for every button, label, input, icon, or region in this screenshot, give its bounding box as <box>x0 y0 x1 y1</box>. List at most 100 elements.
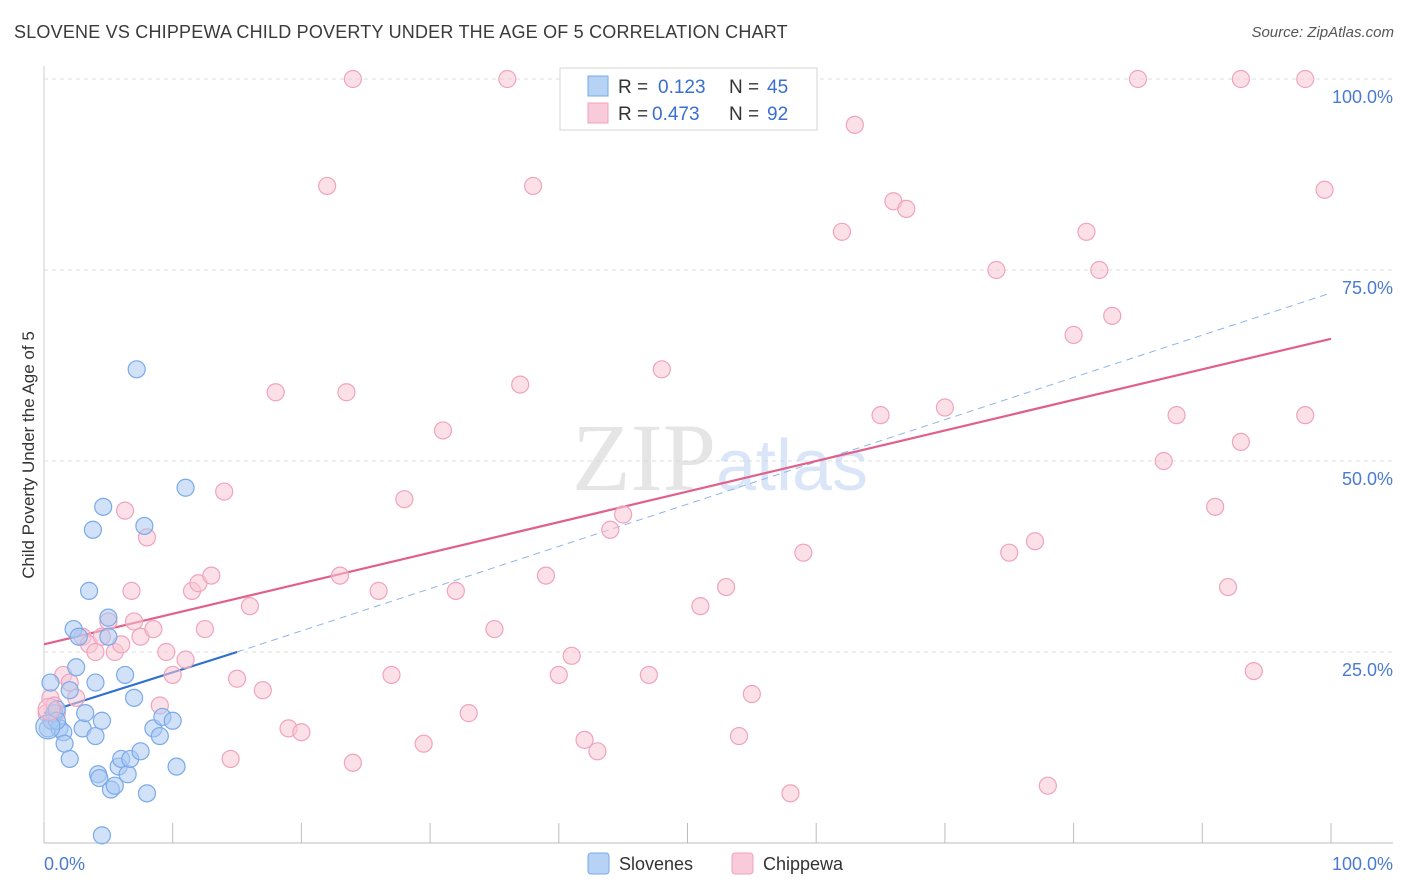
point-chippewa <box>1154 451 1173 471</box>
point-chippewa <box>1218 577 1238 597</box>
point-chippewa <box>575 730 594 749</box>
legend-n-label-slovenes: N = <box>729 77 759 98</box>
point-chippewa <box>266 383 285 402</box>
point-chippewa <box>845 115 864 134</box>
point-chippewa <box>176 650 195 669</box>
point-chippewa <box>343 69 362 89</box>
point-chippewa <box>1128 69 1148 89</box>
point-slovenes <box>86 673 105 692</box>
point-slovenes <box>94 497 113 516</box>
point-chippewa <box>1064 325 1083 345</box>
point-slovenes <box>92 711 112 730</box>
y-tick-label: 75.0% <box>1342 278 1393 298</box>
point-chippewa <box>1315 180 1334 199</box>
point-slovenes <box>163 711 182 730</box>
point-slovenes <box>69 627 88 646</box>
bottom-legend-swatch-slovenes <box>587 852 610 875</box>
legend-r-value-chippewa: 0.473 <box>652 104 700 125</box>
legend-n-label-chippewa: N = <box>729 104 759 125</box>
point-chippewa <box>614 505 633 524</box>
point-slovenes <box>118 765 137 784</box>
point-slovenes <box>127 360 146 379</box>
point-chippewa <box>292 723 311 742</box>
point-chippewa <box>897 199 916 218</box>
point-chippewa <box>253 681 272 700</box>
bottom-legend-label-slovenes: Slovenes <box>619 854 693 874</box>
point-chippewa <box>987 260 1006 280</box>
point-chippewa <box>729 726 749 746</box>
point-chippewa <box>781 784 800 803</box>
source-text: Source: ZipAtlas.com <box>1251 24 1394 41</box>
point-chippewa <box>446 581 465 600</box>
y-tick-label: 50.0% <box>1342 469 1393 489</box>
point-chippewa <box>37 697 61 721</box>
point-chippewa <box>871 406 890 425</box>
point-slovenes <box>124 688 144 707</box>
point-chippewa <box>498 69 517 89</box>
point-slovenes <box>99 608 118 627</box>
point-chippewa <box>144 619 163 639</box>
point-slovenes <box>92 826 112 845</box>
bottom-legend: Slovenes Chippewa <box>587 852 844 875</box>
legend-r-label-slovenes: R = <box>618 77 648 98</box>
data-points <box>35 69 1334 845</box>
point-chippewa <box>414 734 433 753</box>
point-chippewa <box>157 642 176 662</box>
chart-title: SLOVENE VS CHIPPEWA CHILD POVERTY UNDER … <box>14 22 788 42</box>
y-axis-title: Child Poverty Under the Age of 5 <box>19 331 38 579</box>
watermark: ZIPatlas <box>572 404 868 511</box>
point-chippewa <box>1244 661 1263 681</box>
point-chippewa <box>1296 69 1315 89</box>
point-chippewa <box>459 704 478 723</box>
point-chippewa <box>549 665 568 685</box>
point-slovenes <box>60 749 79 769</box>
point-slovenes <box>79 581 99 600</box>
point-chippewa <box>794 543 813 562</box>
point-chippewa <box>485 619 504 639</box>
point-slovenes <box>99 627 118 646</box>
point-chippewa <box>115 501 135 520</box>
point-chippewa <box>202 566 221 585</box>
point-chippewa <box>330 566 350 585</box>
point-slovenes <box>55 734 74 753</box>
point-chippewa <box>215 482 234 501</box>
point-chippewa <box>691 597 710 616</box>
point-chippewa <box>195 619 214 639</box>
point-chippewa <box>652 360 671 379</box>
point-chippewa <box>163 665 182 685</box>
point-slovenes <box>67 658 86 677</box>
bottom-legend-label-chippewa: Chippewa <box>763 854 844 874</box>
point-chippewa <box>318 176 337 196</box>
legend-swatch-chippewa <box>587 102 609 124</box>
point-slovenes <box>115 665 135 685</box>
trend-line-chippewa <box>43 337 1332 646</box>
point-slovenes <box>86 726 105 746</box>
point-chippewa <box>433 421 453 440</box>
point-chippewa <box>742 684 761 704</box>
point-slovenes <box>131 742 150 761</box>
point-chippewa <box>1090 260 1109 280</box>
point-chippewa <box>511 375 530 394</box>
legend-r-label-chippewa: R = <box>618 104 648 125</box>
point-chippewa <box>122 581 141 600</box>
point-chippewa <box>1296 406 1315 425</box>
point-chippewa <box>523 176 543 196</box>
point-chippewa <box>221 749 240 769</box>
point-slovenes <box>41 673 60 692</box>
point-chippewa <box>1025 532 1045 551</box>
point-chippewa <box>240 597 260 616</box>
point-chippewa <box>382 665 401 685</box>
point-chippewa <box>717 577 736 597</box>
y-tick-label: 100.0% <box>1332 87 1393 107</box>
point-chippewa <box>395 490 414 509</box>
point-chippewa <box>1103 306 1122 325</box>
point-chippewa <box>1167 406 1186 425</box>
point-chippewa <box>639 665 658 685</box>
point-slovenes <box>90 768 109 788</box>
point-chippewa <box>832 222 852 241</box>
point-slovenes <box>35 714 61 740</box>
x-tick-label-min: 0.0% <box>44 854 85 874</box>
bottom-legend-swatch-chippewa <box>731 852 754 875</box>
point-slovenes <box>105 776 124 795</box>
legend-box: R = 0.123 N = 45 R = 0.473 N = 92 <box>559 67 818 131</box>
